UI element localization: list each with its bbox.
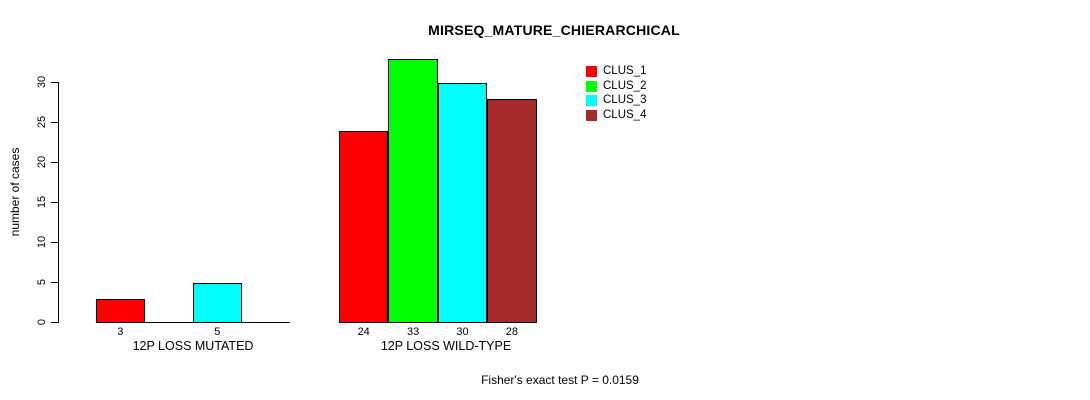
legend-item-clus2: CLUS_2	[586, 79, 647, 93]
y-tick-label: 30	[36, 75, 48, 89]
legend-item-clus4: CLUS_4	[586, 108, 647, 122]
y-tick-label: 0	[36, 318, 48, 326]
bar-value-label: 3	[117, 326, 124, 338]
y-tick	[51, 202, 58, 203]
pvalue-annotation: Fisher's exact test P = 0.0159	[481, 373, 639, 387]
bar-value-label: 24	[357, 326, 370, 338]
bar-clus_3-group2	[437, 83, 488, 323]
legend-label: CLUS_3	[603, 94, 647, 107]
x-category-label-mutated: 12P LOSS MUTATED	[132, 339, 254, 353]
bar-value-label: 33	[406, 326, 420, 338]
y-tick	[51, 82, 58, 83]
legend-label: CLUS_1	[603, 65, 647, 78]
y-axis-title: number of cases	[8, 147, 22, 237]
chart-title: MIRSEQ_MATURE_CHIERARCHICAL	[428, 22, 680, 38]
bar-clus_4-group2	[487, 99, 537, 323]
y-tick-label: 20	[36, 155, 48, 169]
y-tick-label: 25	[36, 115, 48, 129]
legend: CLUS_1 CLUS_2 CLUS_3 CLUS_4	[586, 66, 646, 124]
legend-swatch-clus3	[586, 95, 597, 107]
y-tick	[51, 122, 58, 123]
legend-label: CLUS_2	[603, 79, 647, 92]
y-tick	[51, 282, 58, 283]
legend-swatch-clus1	[586, 66, 597, 78]
bar-clus_1-group1	[96, 299, 145, 323]
legend-item-clus1: CLUS_1	[586, 66, 646, 78]
y-tick-label: 15	[36, 195, 48, 209]
legend-swatch-clus4	[586, 109, 597, 121]
y-axis-line	[58, 82, 59, 323]
legend-label: CLUS_4	[603, 108, 647, 121]
y-tick	[51, 322, 58, 323]
y-tick-label: 5	[36, 278, 48, 286]
legend-swatch-clus2	[586, 80, 597, 92]
bar-value-label: 28	[505, 326, 519, 338]
legend-item-clus3: CLUS_3	[586, 95, 646, 107]
bar-clus_1-group2	[339, 131, 389, 323]
x-category-label-wildtype: 12P LOSS WILD-TYPE	[380, 339, 512, 353]
y-tick-label: 10	[36, 235, 48, 249]
bar-clus_3-group1	[193, 283, 242, 323]
bar-value-label: 30	[456, 326, 469, 338]
y-tick	[51, 162, 58, 163]
bar-clus_2-group2	[388, 59, 438, 323]
bar-value-label: 5	[214, 326, 221, 338]
y-tick	[51, 242, 58, 243]
